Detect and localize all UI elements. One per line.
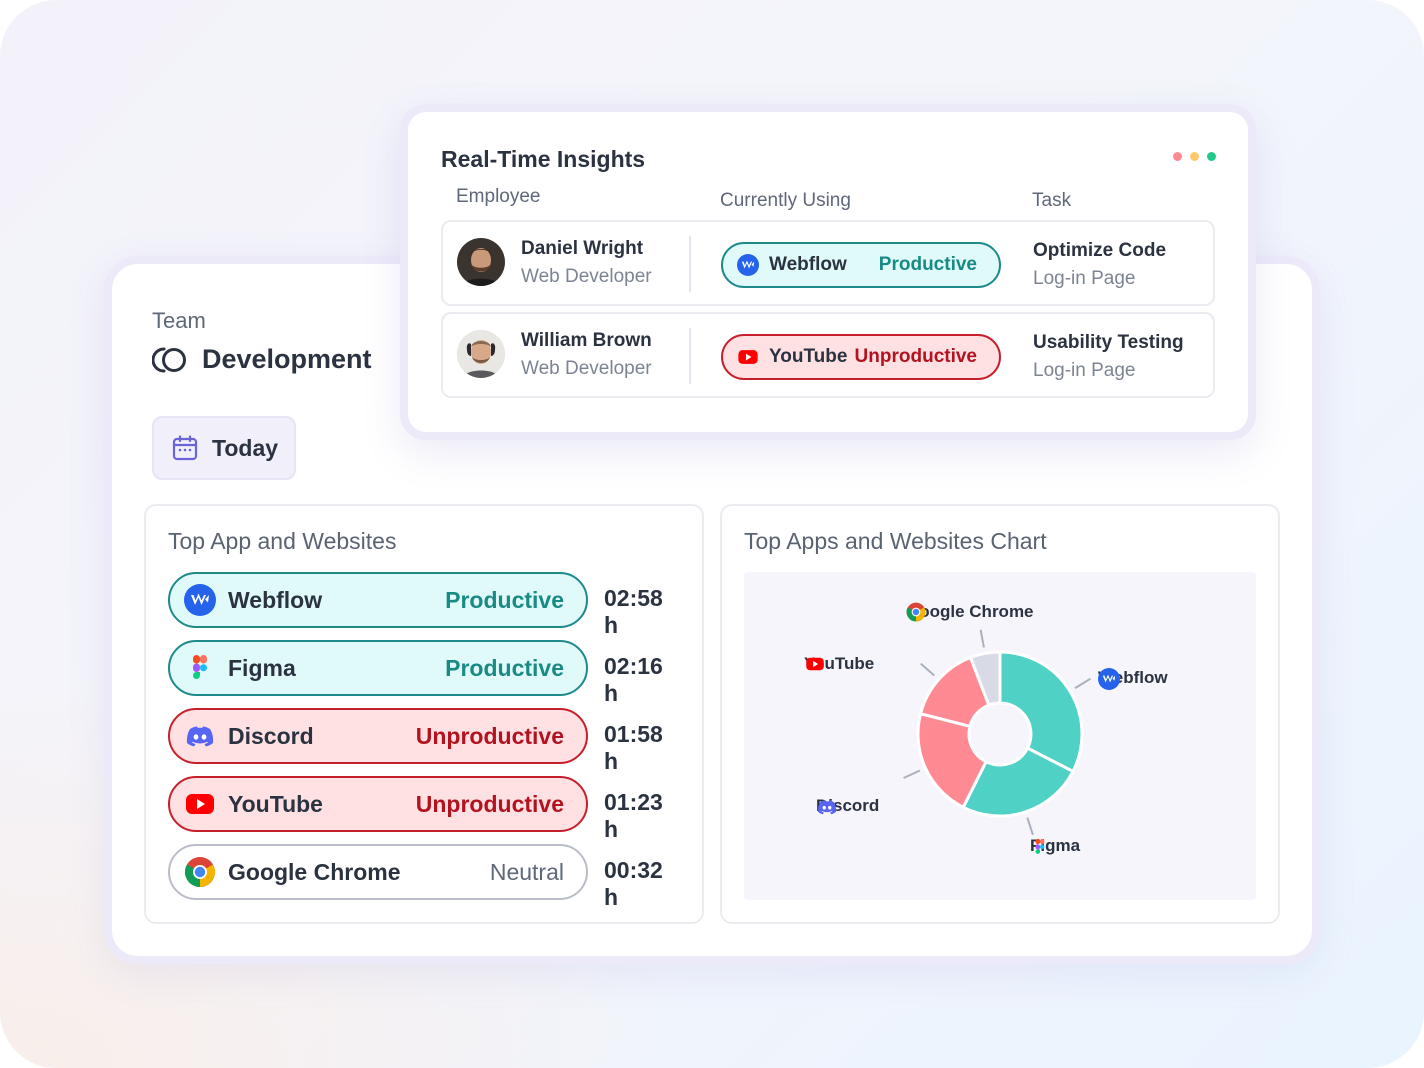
app-name: Webflow (228, 586, 323, 613)
chart-label-webflow: Webflow (1098, 668, 1168, 690)
current-app-name: Webflow (769, 254, 847, 275)
app-time: 01:58 h (604, 721, 663, 774)
chart-area: Google Chrome YouTube Webflow Discord Fi… (744, 572, 1256, 900)
column-header-using: Currently Using (720, 190, 851, 211)
employee-row[interactable]: William Brown Web Developer YouTube Unpr… (441, 312, 1215, 398)
task-title: Optimize Code (1033, 240, 1167, 261)
current-app-pill[interactable]: Webflow Productive (721, 242, 1001, 288)
app-name: Discord (228, 722, 314, 749)
chart-label-figma: Figma (1030, 836, 1080, 856)
figma-icon (184, 652, 216, 684)
app-pill-discord[interactable]: Discord Unproductive (168, 708, 588, 764)
calendar-icon (172, 435, 198, 461)
donut-slice-figma[interactable] (961, 746, 1075, 818)
task-subtitle: Log-in Page (1033, 360, 1136, 381)
discord-icon (817, 800, 837, 815)
app-row: Figma Productive 02:16 h (168, 640, 680, 706)
insights-title: Real-Time Insights (441, 146, 646, 172)
top-apps-chart-panel: Top Apps and Websites Chart Google Chrom… (720, 504, 1280, 924)
leader-line-google-chrome (979, 629, 985, 648)
app-pill-youtube[interactable]: YouTube Unproductive (168, 776, 588, 832)
dot-red (1173, 152, 1182, 161)
column-header-task: Task (1032, 190, 1072, 211)
discord-icon (184, 720, 216, 752)
app-time: 02:58 h (604, 585, 663, 638)
youtube-icon (738, 350, 758, 364)
more-options-icon[interactable] (1173, 152, 1216, 161)
app-status: Unproductive (415, 722, 564, 749)
webflow-icon (184, 584, 216, 616)
donut-slice-webflow[interactable] (998, 650, 1084, 774)
current-app-name: YouTube (769, 346, 848, 367)
app-row: Discord Unproductive 01:58 h (168, 708, 680, 774)
top-apps-title: Top App and Websites (168, 528, 397, 554)
real-time-insights-card: Real-Time Insights Employee Currently Us… (400, 104, 1256, 440)
divider (689, 328, 691, 384)
team-ring-icon (152, 347, 186, 372)
app-name: Google Chrome (228, 858, 401, 885)
team-dashboard-card: Team Development Today Top App and Websi… (104, 256, 1320, 964)
column-header-employee: Employee (456, 186, 541, 207)
date-filter-label: Today (212, 434, 279, 461)
employee-role: Web Developer (521, 266, 652, 287)
current-app-pill[interactable]: YouTube Unproductive (721, 334, 1001, 380)
top-apps-panel: Top App and Websites Webflow Productive … (144, 504, 704, 924)
app-status: Unproductive (415, 790, 564, 817)
chart-label-chrome: Google Chrome (906, 602, 1034, 622)
avatar (457, 238, 505, 286)
app-row: Google Chrome Neutral 00:32 h (168, 844, 680, 910)
donut-slice-discord[interactable] (916, 711, 989, 810)
leader-line-figma (1026, 817, 1034, 836)
donut-slice-google-chrome[interactable] (968, 650, 1002, 708)
app-time: 00:32 h (604, 857, 663, 910)
donut-chart (903, 629, 1091, 836)
app-row: Webflow Productive 02:58 h (168, 572, 680, 638)
employee-role: Web Developer (521, 358, 652, 379)
app-pill-google-chrome[interactable]: Google Chrome Neutral (168, 844, 588, 900)
team-header: Development (152, 344, 372, 375)
chrome-icon (184, 856, 216, 888)
figma-icon (1035, 838, 1045, 854)
youtube-icon (184, 788, 216, 820)
app-pill-figma[interactable]: Figma Productive (168, 640, 588, 696)
leader-line-youtube (920, 662, 935, 677)
chart-title: Top Apps and Websites Chart (744, 528, 1047, 554)
current-app-status: Productive (878, 254, 977, 275)
app-status: Productive (445, 654, 564, 681)
app-row: YouTube Unproductive 01:23 h (168, 776, 680, 842)
task-title: Usability Testing (1033, 332, 1184, 353)
webflow-icon (737, 254, 759, 276)
divider (689, 236, 691, 292)
current-app-status: Unproductive (854, 346, 977, 367)
leader-line-discord (903, 769, 921, 779)
chart-label-text: Google Chrome (906, 602, 1034, 621)
employee-name: William Brown (521, 330, 652, 351)
app-status: Productive (445, 586, 564, 613)
webflow-icon (1098, 668, 1120, 690)
team-name: Development (202, 344, 372, 374)
app-name: YouTube (228, 790, 323, 817)
task-subtitle: Log-in Page (1033, 268, 1136, 289)
leader-line-webflow (1074, 677, 1091, 689)
chrome-icon (906, 602, 926, 622)
dot-green (1207, 152, 1216, 161)
team-label: Team (152, 308, 206, 333)
dot-yellow (1190, 152, 1199, 161)
app-time: 02:16 h (604, 653, 663, 706)
employee-row[interactable]: Daniel Wright Web Developer Webflow Prod… (441, 220, 1215, 306)
chart-label-youtube: YouTube (804, 654, 874, 674)
app-status: Neutral (489, 858, 564, 885)
app-name: Figma (228, 654, 296, 681)
app-pill-webflow[interactable]: Webflow Productive (168, 572, 588, 628)
date-filter-button[interactable]: Today (152, 416, 296, 480)
youtube-icon (806, 657, 824, 671)
chart-label-discord: Discord (816, 796, 879, 816)
employee-name: Daniel Wright (521, 238, 644, 259)
app-time: 01:23 h (604, 789, 663, 842)
avatar (457, 330, 505, 378)
